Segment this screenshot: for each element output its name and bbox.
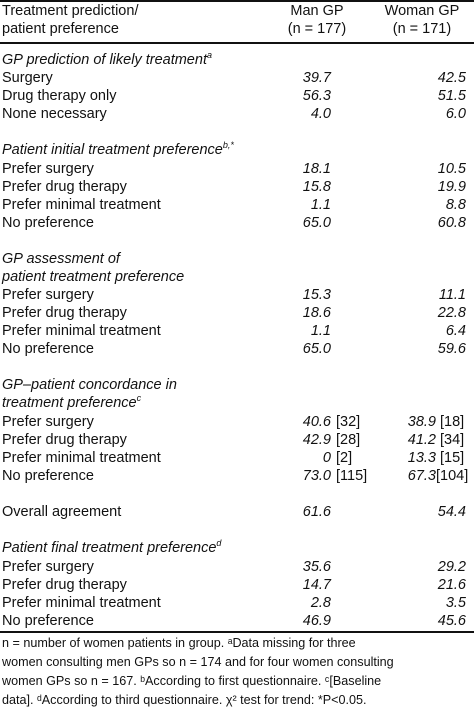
header-rule	[0, 42, 474, 44]
table-row: Drug therapy only 56.3 51.5	[2, 88, 466, 104]
table-row: Prefer minimal treatment 2.8 3.5	[2, 595, 466, 611]
table-row: Prefer surgery 18.1 10.5	[2, 161, 466, 177]
section-title: GP prediction of likely treatmenta	[2, 50, 212, 68]
table-row: None necessary 4.0 6.0	[2, 106, 466, 122]
table-row: Prefer drug therapy 14.7 21.6	[2, 577, 466, 593]
section-title: Patient initial treatment preferenceb,*	[2, 140, 234, 158]
top-rule	[0, 0, 474, 2]
table-row: Surgery 39.7 42.5	[2, 70, 466, 86]
man-gp-header: Man GP	[290, 3, 344, 19]
column-label-line1: Treatment prediction/	[2, 3, 139, 19]
footnote-line: n = number of women patients in group. ᵃ…	[2, 636, 356, 650]
section-title: GP–patient concordance in	[2, 377, 177, 393]
table-row: No preference 65.0 59.6	[2, 341, 466, 357]
bottom-rule	[0, 631, 474, 633]
table-row: Prefer surgery 35.6 29.2	[2, 559, 466, 575]
woman-gp-header: Woman GP	[384, 3, 460, 19]
table-row: Prefer drug therapy 42.9 [28] 41.2 [34]	[2, 432, 465, 448]
man-gp-n: (n = 177)	[287, 21, 347, 37]
footnote-line: women GPs so n = 167. ᵇAccording to firs…	[2, 674, 382, 688]
table-row: Prefer minimal treatment 1.1 6.4	[2, 323, 466, 339]
table-row: Prefer drug therapy 15.8 19.9	[2, 179, 466, 195]
table-row: No preference 46.9 45.6	[2, 613, 466, 629]
section-title: Patient final treatment preferenced	[2, 538, 222, 556]
footnote-line: women consulting men GPs so n = 174 and …	[2, 655, 394, 669]
section-title: patient treatment preference	[2, 269, 185, 285]
table-row: Prefer minimal treatment 0 [2] 13.3 [15]	[2, 450, 465, 466]
table-row: Prefer minimal treatment 1.1 8.8	[2, 197, 466, 213]
section-title: treatment preferencec	[2, 393, 142, 411]
section-title: GP assessment of	[2, 251, 120, 267]
woman-gp-n: (n = 171)	[392, 21, 452, 37]
table-row: Prefer surgery 15.3 11.1	[2, 287, 466, 303]
table-row: Prefer drug therapy 18.6 22.8	[2, 305, 466, 321]
footnote-line: data]. ᵈAccording to third questionnaire…	[2, 693, 367, 707]
table-row: No preference 73.0 [115] 67.3 [104]	[2, 468, 469, 484]
table-row: No preference 65.0 60.8	[2, 215, 466, 231]
table-row: Prefer surgery 40.6 [32] 38.9 [18]	[2, 414, 465, 430]
overall-agreement-row: Overall agreement 61.6 54.4	[2, 504, 466, 520]
column-label-line2: patient preference	[2, 21, 119, 37]
